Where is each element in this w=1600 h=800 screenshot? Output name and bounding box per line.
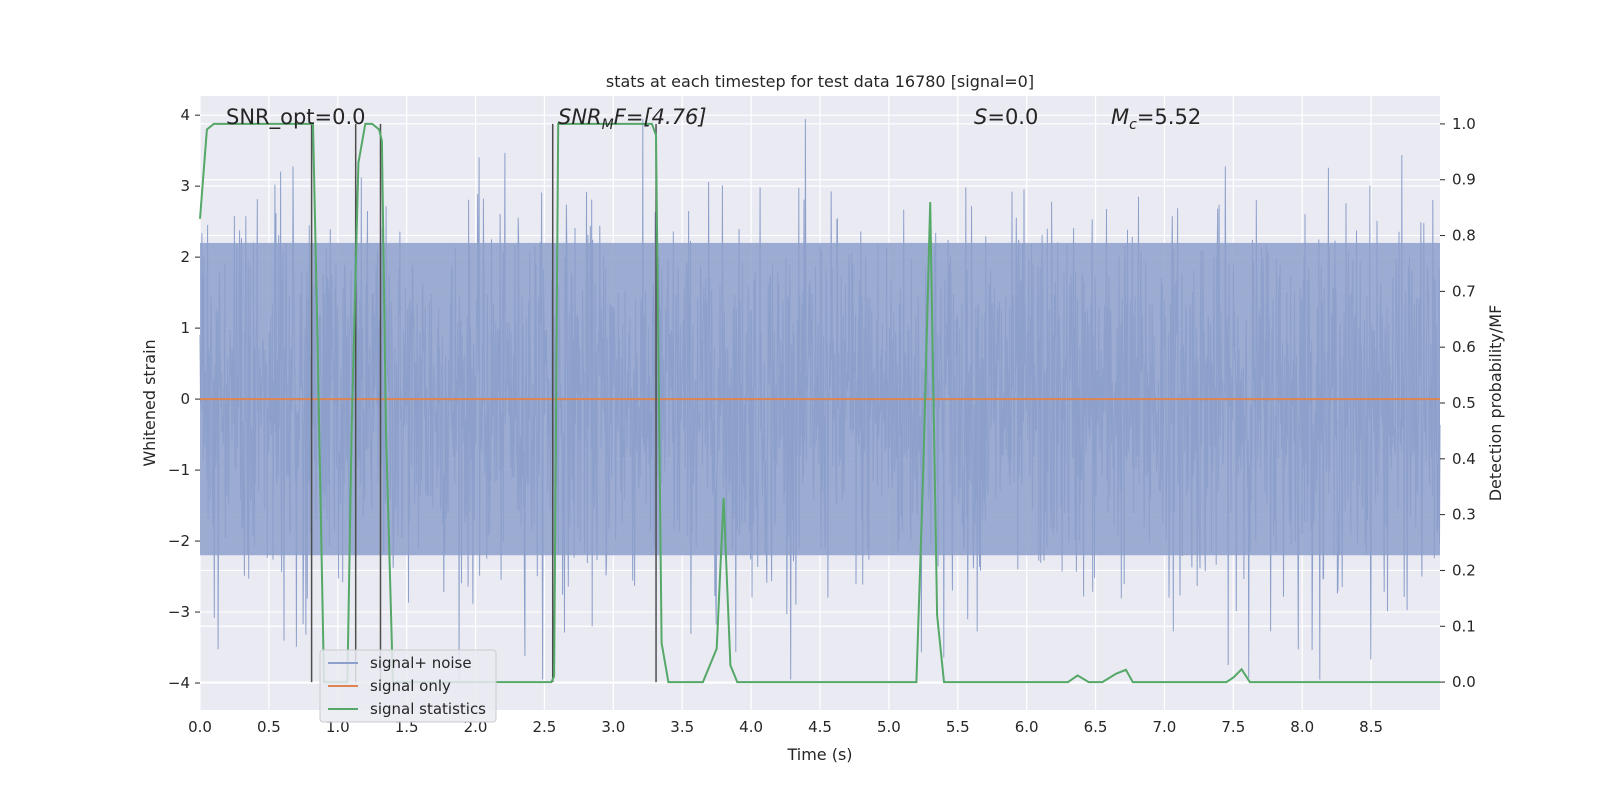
x-tick-label: 5.0 [877, 718, 901, 736]
x-tick-label: 6.0 [1015, 718, 1039, 736]
y-ticks-left: −4 −3 −2 −1 0 1 2 3 4 [168, 106, 200, 692]
legend-label-noise: signal+ noise [370, 654, 472, 672]
legend-label-stats: signal statistics [370, 700, 486, 718]
x-tick-label: 7.0 [1153, 718, 1177, 736]
mc-main: M [1111, 105, 1129, 129]
signal-statistics-line [199, 122, 1440, 684]
snr-mf-sub: M [602, 117, 614, 133]
y-tick-label-left: −4 [168, 674, 190, 692]
s-tail: =0.0 [987, 105, 1038, 129]
x-tick-label: 3.0 [601, 718, 625, 736]
x-tick-label: 0.5 [257, 718, 281, 736]
y-tick-label-left: 2 [180, 248, 190, 266]
x-tick-label: 5.5 [946, 718, 970, 736]
y-tick-label-right: 0.9 [1452, 171, 1476, 189]
y-tick-label-left: −1 [168, 461, 190, 479]
s-main: S [974, 105, 987, 129]
x-tick-label: 8.5 [1359, 718, 1383, 736]
signal-statistics-series [199, 122, 1440, 684]
y-tick-label-right: 0.1 [1452, 617, 1476, 635]
y-ticks-right: 0.0 0.1 0.2 0.3 0.4 0.5 0.6 0.7 0.8 0.9 1.0 [1440, 115, 1476, 691]
x-tick-label: 7.5 [1221, 718, 1245, 736]
x-tick-label: 6.5 [1084, 718, 1108, 736]
y-axis-label-right: Detection probability/MF [1486, 305, 1505, 502]
y-tick-label-right: 0.8 [1452, 227, 1476, 245]
snr-opt-annotation: SNR_opt=0.0 [226, 105, 366, 130]
vertical-markers [310, 123, 657, 683]
snr-mf-main: SNR [558, 105, 602, 129]
snr-mf-tail: F=[4.76] [614, 105, 707, 129]
plot-area [199, 96, 1441, 710]
mc-annotation: Mc=5.52 [1111, 105, 1201, 133]
y-tick-label-left: 3 [180, 177, 190, 195]
legend-label-signal: signal only [370, 677, 451, 695]
y-tick-label-right: 1.0 [1452, 115, 1476, 133]
x-tick-label: 0.0 [188, 718, 212, 736]
y-tick-label-left: −2 [168, 532, 190, 550]
mc-tail: =5.52 [1137, 105, 1201, 129]
y-tick-label-right: 0.3 [1452, 506, 1476, 524]
noise-line [199, 118, 1441, 680]
y-tick-label-left: 0 [180, 390, 190, 408]
x-tick-label: 4.5 [808, 718, 832, 736]
y-tick-label-left: 1 [180, 319, 190, 337]
x-ticks: 0.0 0.5 1.0 1.5 2.0 2.5 3.0 3.5 4.0 4.5 5.0 5.5 6.0 6… [188, 718, 1383, 736]
x-axis-label: Time (s) [786, 745, 852, 764]
y-tick-label-right: 0.4 [1452, 450, 1476, 468]
y-tick-label-right: 0.0 [1452, 673, 1476, 691]
y-tick-label-right: 0.7 [1452, 282, 1476, 300]
y-tick-label-left: −3 [168, 603, 190, 621]
y-tick-label-right: 0.5 [1452, 394, 1476, 412]
x-tick-label: 3.5 [670, 718, 694, 736]
chart-title: stats at each timestep for test data 167… [606, 72, 1034, 91]
mc-sub: c [1129, 117, 1137, 133]
legend: signal+ noise signal only signal statist… [319, 649, 497, 723]
y-tick-label-left: 4 [180, 106, 190, 124]
s-annotation: S=0.0 [974, 105, 1038, 129]
y-tick-label-right: 0.2 [1452, 561, 1476, 579]
y-tick-label-right: 0.6 [1452, 338, 1476, 356]
x-tick-label: 8.0 [1290, 718, 1314, 736]
x-tick-label: 4.0 [739, 718, 763, 736]
legend-box [319, 649, 497, 723]
snr-mf-annotation: SNRMF=[4.76] [558, 105, 707, 133]
x-tick-label: 2.5 [533, 718, 557, 736]
y-axis-label-left: Whitened strain [140, 339, 159, 466]
